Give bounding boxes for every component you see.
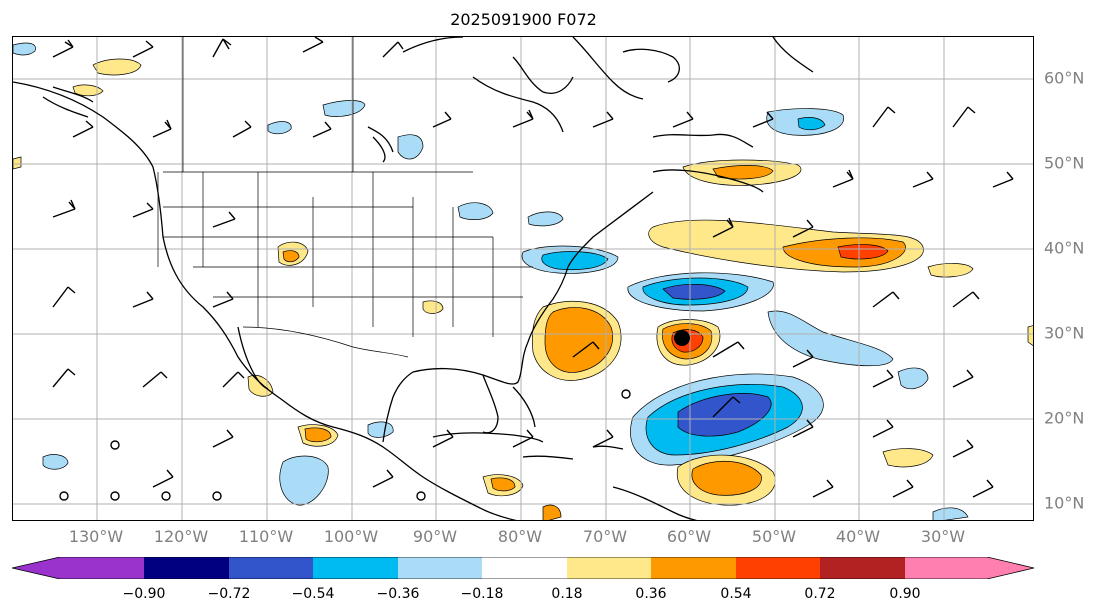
colorbar-outline [12, 557, 1035, 579]
map-panel [12, 36, 1034, 521]
wind-barbs [52, 37, 1014, 498]
colorbar-tick: 0.90 [889, 586, 921, 602]
colorbar-tick: 0.54 [720, 586, 752, 602]
colorbar-tick: 0.72 [804, 586, 836, 602]
lon-label: 110°W [238, 527, 294, 546]
lon-label: 40°W [835, 527, 881, 546]
map-canvas [13, 37, 1033, 520]
colorbar-segment [313, 557, 398, 579]
colorbar-tick: −0.54 [291, 586, 335, 602]
colorbar-segment [905, 557, 1034, 579]
colorbar-tick: 0.18 [551, 586, 583, 602]
lat-label: 30°N [1044, 323, 1085, 343]
colorbar-segment [229, 557, 313, 579]
lon-label: 70°W [582, 527, 628, 546]
colorbar-segment [12, 557, 144, 579]
colorbar-segment [820, 557, 905, 579]
colorbar-segment [482, 557, 567, 579]
colorbar-tick: 0.36 [635, 586, 667, 602]
map-title: 2025091900 F072 [450, 10, 597, 29]
colorbar [12, 557, 1035, 579]
lon-label: 60°W [666, 527, 712, 546]
lon-label: 100°W [323, 527, 379, 546]
lon-label: 90°W [412, 527, 458, 546]
lat-label: 20°N [1044, 408, 1085, 428]
colorbar-segment [398, 557, 482, 579]
lon-label: 80°W [497, 527, 543, 546]
lat-label: 10°N [1044, 493, 1085, 513]
colorbar-tick: −0.90 [122, 586, 166, 602]
lat-label: 50°N [1044, 153, 1085, 173]
colorbar-segment [144, 557, 229, 579]
lat-label: 60°N [1044, 68, 1085, 88]
lon-label: 30°W [920, 527, 966, 546]
colorbar-tick: −0.18 [460, 586, 504, 602]
colorbar-segment [567, 557, 651, 579]
lat-lon-grid [13, 37, 1033, 520]
colorbar-tick: −0.72 [207, 586, 251, 602]
political-borders [157, 37, 533, 358]
colorbar-segment [651, 557, 736, 579]
lon-label: 130°W [68, 527, 124, 546]
lon-label: 120°W [153, 527, 209, 546]
lat-label: 40°N [1044, 238, 1085, 258]
coastlines [13, 37, 814, 520]
colorbar-tick: −0.36 [376, 586, 420, 602]
lon-label: 50°W [751, 527, 797, 546]
anomaly-contours [13, 42, 1033, 520]
colorbar-segment [736, 557, 820, 579]
storm-center-icon [674, 330, 690, 346]
calm-wind-markers [59, 389, 631, 501]
